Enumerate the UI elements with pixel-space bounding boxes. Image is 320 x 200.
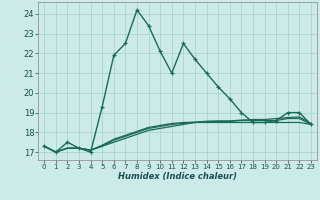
X-axis label: Humidex (Indice chaleur): Humidex (Indice chaleur) [118, 172, 237, 181]
